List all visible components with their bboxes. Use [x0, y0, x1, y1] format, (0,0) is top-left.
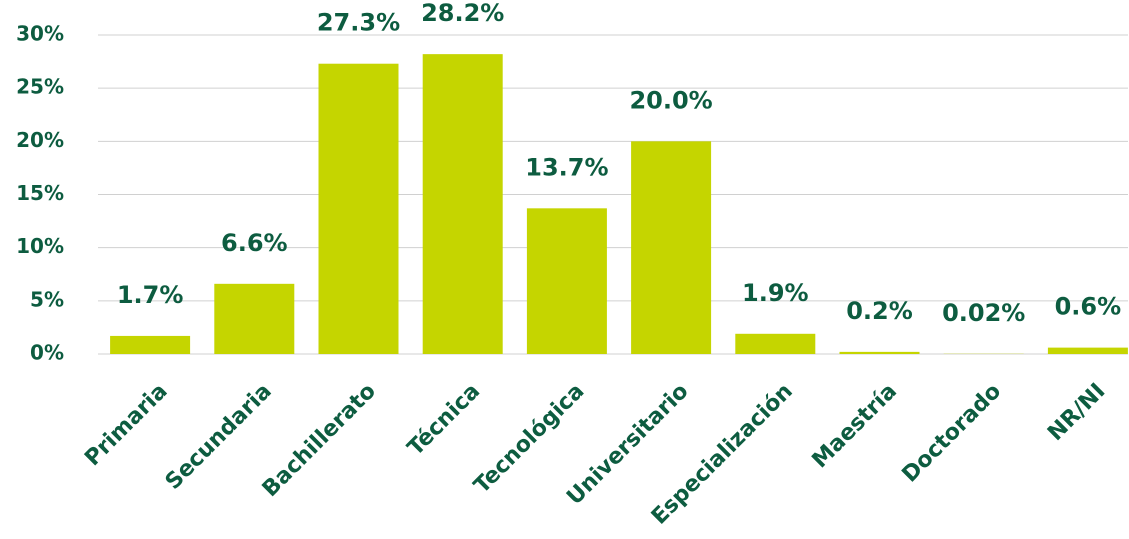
x-tick-label: Primaria [80, 379, 172, 471]
bar [839, 351, 920, 354]
y-tick-label: 20% [16, 128, 64, 152]
x-tick-label: Secundaria [161, 379, 277, 495]
y-tick-label: 15% [16, 181, 64, 205]
y-tick-label: 5% [30, 287, 64, 311]
bar [1047, 347, 1128, 354]
y-tick-label: 0% [30, 341, 64, 365]
bar [214, 283, 295, 354]
value-label: 0.6% [1055, 293, 1122, 321]
value-label: 1.7% [117, 281, 184, 309]
value-label: 13.7% [525, 153, 608, 181]
x-tick-label: Doctorado [898, 379, 1007, 488]
bar [110, 335, 191, 354]
value-label: 27.3% [317, 9, 400, 37]
x-tick-label: Tecnológica [469, 379, 589, 499]
bar [631, 141, 712, 354]
bar [526, 208, 607, 354]
y-tick-label: 30% [16, 22, 64, 46]
bar [735, 333, 816, 354]
x-tick-label: Bachillerato [258, 379, 381, 502]
value-label: 1.9% [742, 279, 809, 307]
value-label: 6.6% [221, 229, 288, 257]
y-tick-label: 10% [16, 234, 64, 258]
value-label: 0.2% [846, 297, 913, 325]
y-tick-label: 25% [16, 75, 64, 99]
value-label: 0.02% [942, 299, 1025, 327]
bar [318, 63, 399, 355]
value-label: 28.2% [421, 0, 504, 27]
x-tick-label: NR/NI [1043, 379, 1110, 446]
x-tick-label: Maestría [808, 379, 902, 473]
bar [422, 54, 503, 354]
value-label: 20.0% [629, 86, 712, 114]
x-tick-label: Técnica [403, 379, 485, 461]
